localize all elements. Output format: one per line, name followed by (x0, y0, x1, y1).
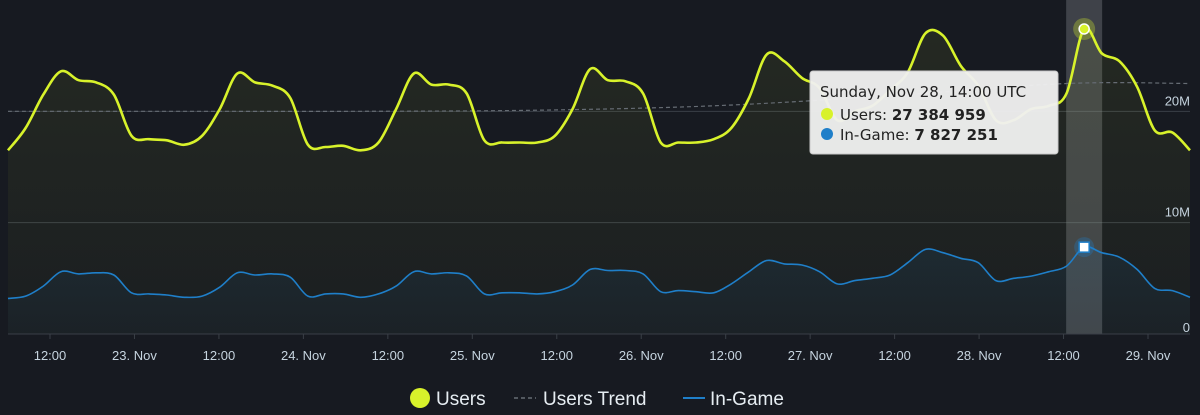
legend-ingame-label: In-Game (710, 389, 784, 410)
x-tick-label-2: 12:00 (203, 348, 236, 363)
users-hover-point (1078, 23, 1090, 35)
legend-item-users-trend[interactable]: Users Trend (514, 389, 646, 410)
y-axis-labels: 0 10M 20M (1165, 93, 1190, 335)
legend: Users Users Trend In-Game (410, 388, 784, 410)
in-game-hover-point (1078, 241, 1090, 253)
x-tick-label-12: 12:00 (1047, 348, 1080, 363)
tooltip-users-row: Users: 27 384 959 (840, 106, 986, 124)
x-tick-label-6: 12:00 (540, 348, 573, 363)
x-axis-labels: 12:00 23. Nov 12:00 24. Nov 12:00 25. Nov 12:0… (8, 333, 1190, 363)
tooltip-users-bullet (821, 108, 833, 120)
tooltip-users-label: Users: (840, 106, 892, 124)
tooltip-ingame-bullet (821, 128, 833, 140)
x-tick-label-9: 27. Nov (788, 348, 833, 363)
tooltip-title: Sunday, Nov 28, 14:00 UTC (820, 83, 1026, 101)
in-game-line (7, 245, 1191, 300)
x-tick-label-10: 12:00 (878, 348, 911, 363)
legend-users-label: Users (436, 389, 486, 410)
y-tick-label-0: 0 (1183, 320, 1190, 335)
x-tick-label-0: 12:00 (34, 348, 67, 363)
legend-item-in-game[interactable]: In-Game (683, 389, 784, 410)
legend-users-marker (410, 388, 430, 408)
users-trend-line (8, 82, 1191, 112)
tooltip: Sunday, Nov 28, 14:00 UTC Users: 27 384 … (809, 70, 1059, 155)
hover-markers (1073, 17, 1096, 258)
tooltip-box (809, 70, 1059, 155)
x-tick-label-7: 26. Nov (619, 348, 664, 363)
tooltip-ingame-row: In-Game: 7 827 251 (840, 126, 998, 144)
x-tick-label-5: 25. Nov (450, 348, 495, 363)
y-tick-label-2: 20M (1165, 93, 1190, 108)
tooltip-users-value: 27 384 959 (892, 106, 986, 124)
x-tick-label-8: 12:00 (709, 348, 742, 363)
y-tick-label-1: 10M (1165, 205, 1190, 220)
x-tick-label-1: 23. Nov (112, 348, 157, 363)
x-tick-label-11: 28. Nov (957, 348, 1002, 363)
legend-trend-label: Users Trend (543, 389, 646, 410)
tooltip-ingame-label: In-Game: (840, 126, 914, 144)
legend-item-users[interactable]: Users (410, 388, 486, 410)
x-tick-label-4: 12:00 (372, 348, 405, 363)
in-game-area (8, 246, 1190, 334)
x-tick-label-3: 24. Nov (281, 348, 326, 363)
tooltip-ingame-value: 7 827 251 (914, 126, 998, 144)
x-tick-label-13: 29. Nov (1126, 348, 1171, 363)
